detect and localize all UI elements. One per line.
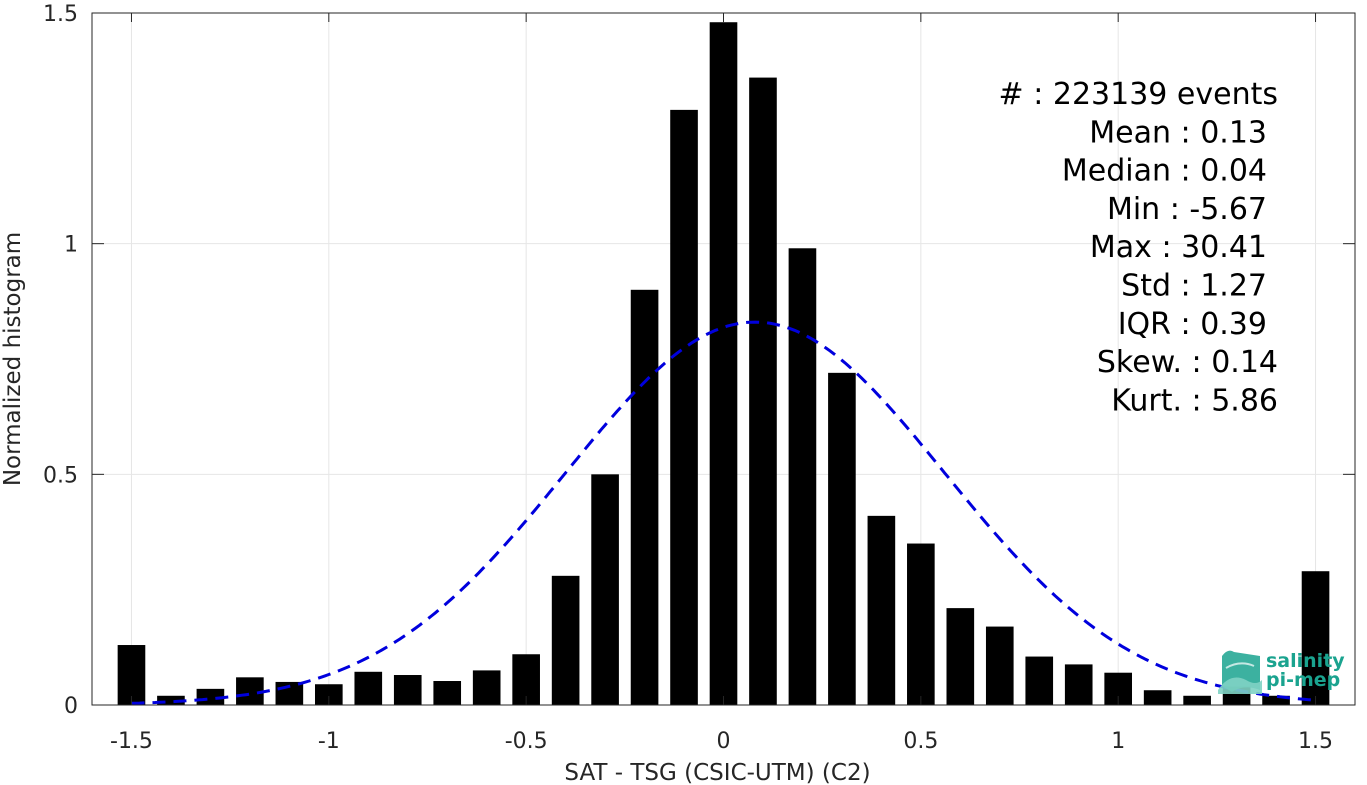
stat-line: Mean : 0.13 — [1089, 115, 1267, 150]
histogram-bar — [985, 626, 1014, 705]
salinity-pi-mep-logo: salinity pi-mep — [1218, 650, 1345, 694]
histogram-bar — [117, 645, 146, 705]
y-tick-label: 1.5 — [43, 2, 78, 27]
x-tick-labels: -1.5 -1 -0.5 0 0.5 1 1.5 — [110, 729, 1333, 754]
histogram-bar — [1064, 664, 1093, 705]
stat-line: # : 223139 events — [999, 77, 1278, 112]
histogram-bar — [709, 22, 738, 705]
histogram-bar — [749, 77, 777, 705]
histogram-bar — [314, 684, 343, 705]
stat-line: Min : -5.67 — [1107, 192, 1267, 227]
stat-line: Kurt. : 5.86 — [1111, 383, 1278, 418]
logo-text-line1: salinity — [1266, 650, 1345, 672]
histogram-bar — [630, 289, 659, 705]
x-tick-label: -1 — [318, 729, 340, 754]
histogram-bar — [157, 695, 185, 705]
histogram-bar — [670, 109, 698, 705]
histogram-bar — [591, 474, 619, 705]
x-axis-label: SAT - TSG (CSIC-UTM) (C2) — [564, 760, 870, 785]
y-tick-label: 1 — [64, 233, 78, 258]
gaussian-fit-curve — [131, 320, 1316, 705]
axis-ticks — [92, 12, 1355, 706]
logo-text-line2: pi-mep — [1266, 669, 1340, 691]
stat-line: Median : 0.04 — [1062, 154, 1267, 189]
x-tick-label: 0.5 — [903, 729, 938, 754]
x-tick-label: 0 — [717, 729, 731, 754]
stat-line: Max : 30.41 — [1090, 230, 1267, 265]
x-tick-label: 1 — [1111, 729, 1125, 754]
y-tick-label: 0 — [64, 694, 78, 719]
y-axis-label: Normalized histogram — [0, 232, 26, 486]
histogram-bar — [472, 670, 501, 705]
histogram-bar — [1301, 571, 1330, 705]
y-tick-labels: 0 0.5 1 1.5 — [43, 2, 78, 719]
histogram-bar — [1143, 690, 1172, 705]
wave-logo-icon — [1218, 650, 1262, 694]
x-tick-label: -1.5 — [110, 729, 153, 754]
y-tick-label: 0.5 — [43, 463, 78, 488]
histogram-bar — [907, 543, 935, 705]
histogram-bar — [354, 671, 383, 705]
histogram-bar — [433, 681, 462, 705]
histogram-bar — [867, 515, 896, 705]
x-tick-label: -0.5 — [505, 729, 548, 754]
histogram-bar — [1025, 656, 1054, 705]
stat-line: Skew. : 0.14 — [1097, 345, 1278, 380]
x-tick-label: 1.5 — [1298, 729, 1333, 754]
stat-line: IQR : 0.39 — [1118, 307, 1267, 342]
histogram-bar — [828, 372, 856, 705]
histogram-bar — [551, 575, 580, 705]
histogram-bar — [393, 675, 422, 705]
histogram-bar — [1262, 695, 1290, 705]
histogram-bar — [946, 608, 975, 705]
histogram-bar — [788, 248, 817, 705]
stat-line: Std : 1.27 — [1121, 269, 1267, 304]
histogram-bar — [1183, 695, 1211, 705]
histogram-bars — [117, 22, 1330, 705]
